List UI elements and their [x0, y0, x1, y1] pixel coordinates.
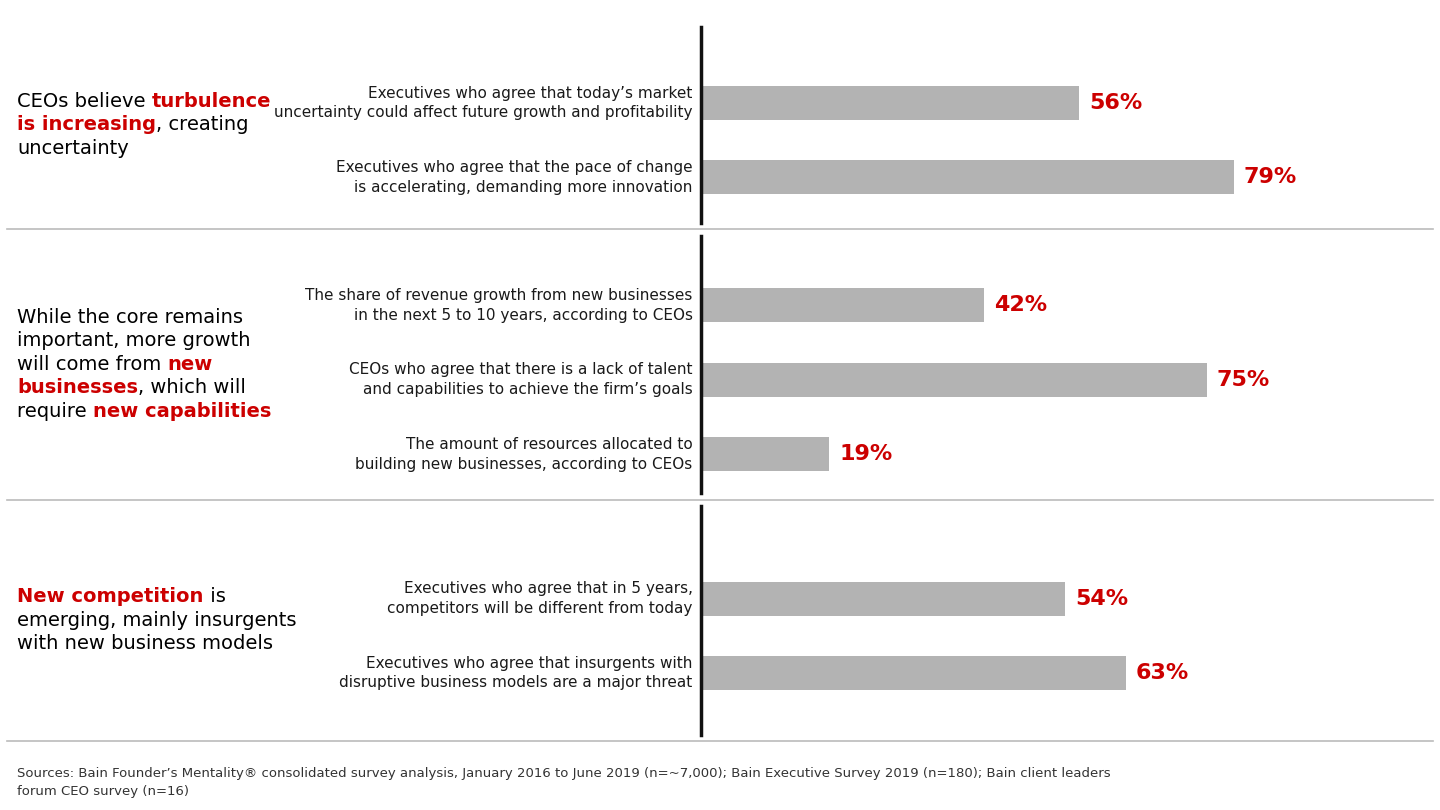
Text: , creating: , creating [157, 115, 249, 134]
Text: uncertainty: uncertainty [17, 139, 130, 158]
Bar [701, 86, 1079, 120]
Text: Executives who agree that today’s market
uncertainty could affect future growth : Executives who agree that today’s market… [274, 86, 693, 121]
Text: Executives who agree that insurgents with
disruptive business models are a major: Executives who agree that insurgents wit… [340, 655, 693, 690]
Bar [701, 363, 1207, 397]
Text: is increasing: is increasing [17, 115, 157, 134]
Text: 42%: 42% [995, 296, 1047, 315]
Bar [701, 288, 985, 322]
Text: While the core remains: While the core remains [17, 308, 243, 327]
Text: emerging, mainly insurgents: emerging, mainly insurgents [17, 611, 297, 630]
Text: businesses: businesses [17, 378, 138, 398]
Text: turbulence: turbulence [153, 92, 272, 111]
Text: new: new [168, 355, 213, 374]
Text: 19%: 19% [840, 445, 893, 464]
Text: , which will: , which will [138, 378, 246, 398]
Bar [701, 656, 1126, 690]
Text: 63%: 63% [1136, 663, 1189, 683]
Bar [701, 160, 1234, 194]
Bar [701, 437, 829, 471]
Text: New competition: New competition [17, 587, 203, 607]
Bar [701, 582, 1066, 616]
Text: is: is [203, 587, 226, 607]
Text: require: require [17, 402, 94, 421]
Text: The amount of resources allocated to
building new businesses, according to CEOs: The amount of resources allocated to bui… [356, 437, 693, 471]
Text: 75%: 75% [1217, 370, 1270, 390]
Text: CEOs who agree that there is a lack of talent
and capabilities to achieve the fi: CEOs who agree that there is a lack of t… [348, 362, 693, 397]
Text: Executives who agree that in 5 years,
competitors will be different from today: Executives who agree that in 5 years, co… [387, 581, 693, 616]
Text: CEOs believe: CEOs believe [17, 92, 153, 111]
Text: 79%: 79% [1244, 168, 1297, 187]
Text: new capabilities: new capabilities [94, 402, 272, 421]
Text: Executives who agree that the pace of change
is accelerating, demanding more inn: Executives who agree that the pace of ch… [336, 160, 693, 195]
Text: 56%: 56% [1089, 93, 1142, 113]
Text: 54%: 54% [1076, 589, 1129, 608]
Text: with new business models: with new business models [17, 634, 274, 654]
Text: The share of revenue growth from new businesses
in the next 5 to 10 years, accor: The share of revenue growth from new bus… [305, 288, 693, 322]
Text: Sources: Bain Founder’s Mentality® consolidated survey analysis, January 2016 to: Sources: Bain Founder’s Mentality® conso… [17, 767, 1110, 798]
Text: will come from: will come from [17, 355, 168, 374]
Text: important, more growth: important, more growth [17, 331, 251, 351]
